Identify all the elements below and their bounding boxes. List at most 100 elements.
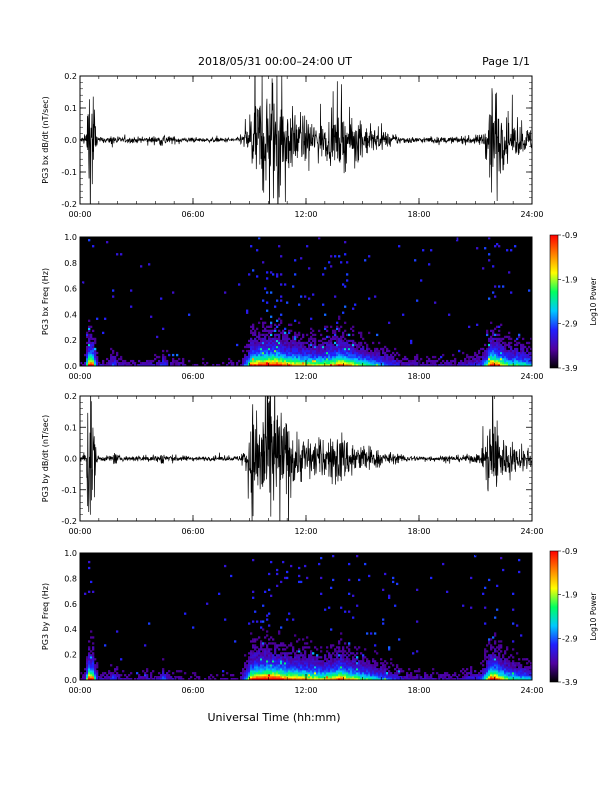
spectrogram-cell [280,347,283,351]
spectrogram-cell [294,357,297,361]
spectrogram-cell [310,668,313,671]
spectrogram-cell [424,674,427,677]
spectrogram-cell [250,345,253,349]
spectrogram-cell [262,658,265,661]
x-tick-label: 24:00 [520,527,543,536]
spectrogram-cell [506,349,509,353]
spectrogram-cell [150,359,153,363]
spectrogram-cell [388,321,391,324]
y-axis-label: PG3 bx Freq (Hz) [41,268,50,335]
spectrogram-cell [328,662,331,665]
spectrogram-cell [358,357,361,361]
spectrogram-cell [314,674,317,677]
spectrogram-cell [322,351,325,355]
spectrogram-cell [526,672,529,675]
spectrogram-cell [302,335,305,339]
spectrogram-cell [308,654,311,657]
spectrogram-cell [336,664,339,667]
spectrogram-cell [92,674,95,677]
spectrogram-cell [326,345,329,349]
spectrogram-cell [470,359,473,363]
spectrogram-cell [162,678,165,681]
spectrogram-cell [290,564,293,568]
spectrogram-cell [88,239,91,242]
spectrogram-cell [314,357,317,361]
spectrogram-cell [398,245,401,248]
spectrogram-cell [110,678,113,681]
spectrogram-cell [492,345,495,349]
spectrogram-cell [466,676,469,679]
spectrogram-cell [280,349,283,353]
spectrogram-cell [92,676,95,679]
spectrogram-cell [90,357,93,361]
spectrogram-cell [464,357,467,361]
spectrogram-cell [338,327,341,331]
spectrogram-cell [292,648,295,651]
spectrogram-cell [476,359,479,363]
spectrogram-cell [266,355,269,359]
spectrogram-cell [318,353,321,357]
spectrogram-cell [352,345,355,349]
spectrogram-cell [524,363,527,367]
spectrogram-cell [304,347,307,351]
spectrogram-cell [488,642,491,645]
spectrogram-cell [508,670,511,673]
spectrogram-cell [288,343,291,347]
spectrogram-cell [462,363,465,367]
spectrogram-cell [442,562,445,566]
spectrogram-cell [352,329,355,333]
spectrogram-cell [510,347,513,351]
spectrogram-cell [388,672,391,675]
spectrogram-cell [250,650,253,653]
spectrogram-cell [98,363,101,367]
spectrogram-cell [286,353,289,357]
spectrogram-cell [342,341,345,345]
spectrogram-cell [146,361,149,365]
spectrogram-cell [252,650,255,653]
spectrogram-cell [396,582,399,586]
spectrogram-cell [256,620,259,623]
spectrogram-cell [316,359,319,363]
spectrogram-cell [486,331,489,335]
spectrogram-cell [94,357,97,361]
spectrogram-cell [272,329,275,333]
spectrogram-cell [266,361,269,365]
spectrogram-cell [368,678,371,681]
spectrogram-cell [316,666,319,669]
spectrogram-cell [274,664,277,667]
spectrogram-cell [152,670,155,673]
spectrogram-cell [360,666,363,669]
spectrogram-cell [244,345,247,349]
spectrogram-cell [110,361,113,365]
spectrogram-cell [290,341,293,345]
spectrogram-cell [232,678,235,681]
spectrogram-cell [346,662,349,665]
spectrogram-cell [298,363,301,367]
spectrogram-cell [280,666,283,669]
spectrogram-cell [156,355,159,359]
spectrogram-cell [184,612,187,615]
spectrogram-cell [274,329,277,333]
spectrogram-cell [256,662,259,665]
spectrogram-cell [276,662,279,665]
spectrogram-cell [252,325,255,329]
spectrogram-cell [252,672,255,675]
spectrogram-cell [314,355,317,359]
spectrogram-cell [314,670,317,673]
spectrogram-cell [284,349,287,353]
spectrogram-cell [320,670,323,673]
spectrogram-cell [356,361,359,365]
spectrogram-cell [528,666,531,669]
spectrogram-cell [112,359,115,363]
spectrogram-cell [272,347,275,351]
spectrogram-cell [144,676,147,679]
spectrogram-cell [244,672,247,675]
spectrogram-cell [344,642,347,645]
spectrogram-cell [526,355,529,359]
spectrogram-cell [494,357,497,361]
spectrogram-cell [520,349,523,353]
spectrogram-cell [246,363,249,367]
spectrogram-cell [308,658,311,661]
spectrogram-cell [382,664,385,667]
spectrogram-cell [136,363,139,367]
